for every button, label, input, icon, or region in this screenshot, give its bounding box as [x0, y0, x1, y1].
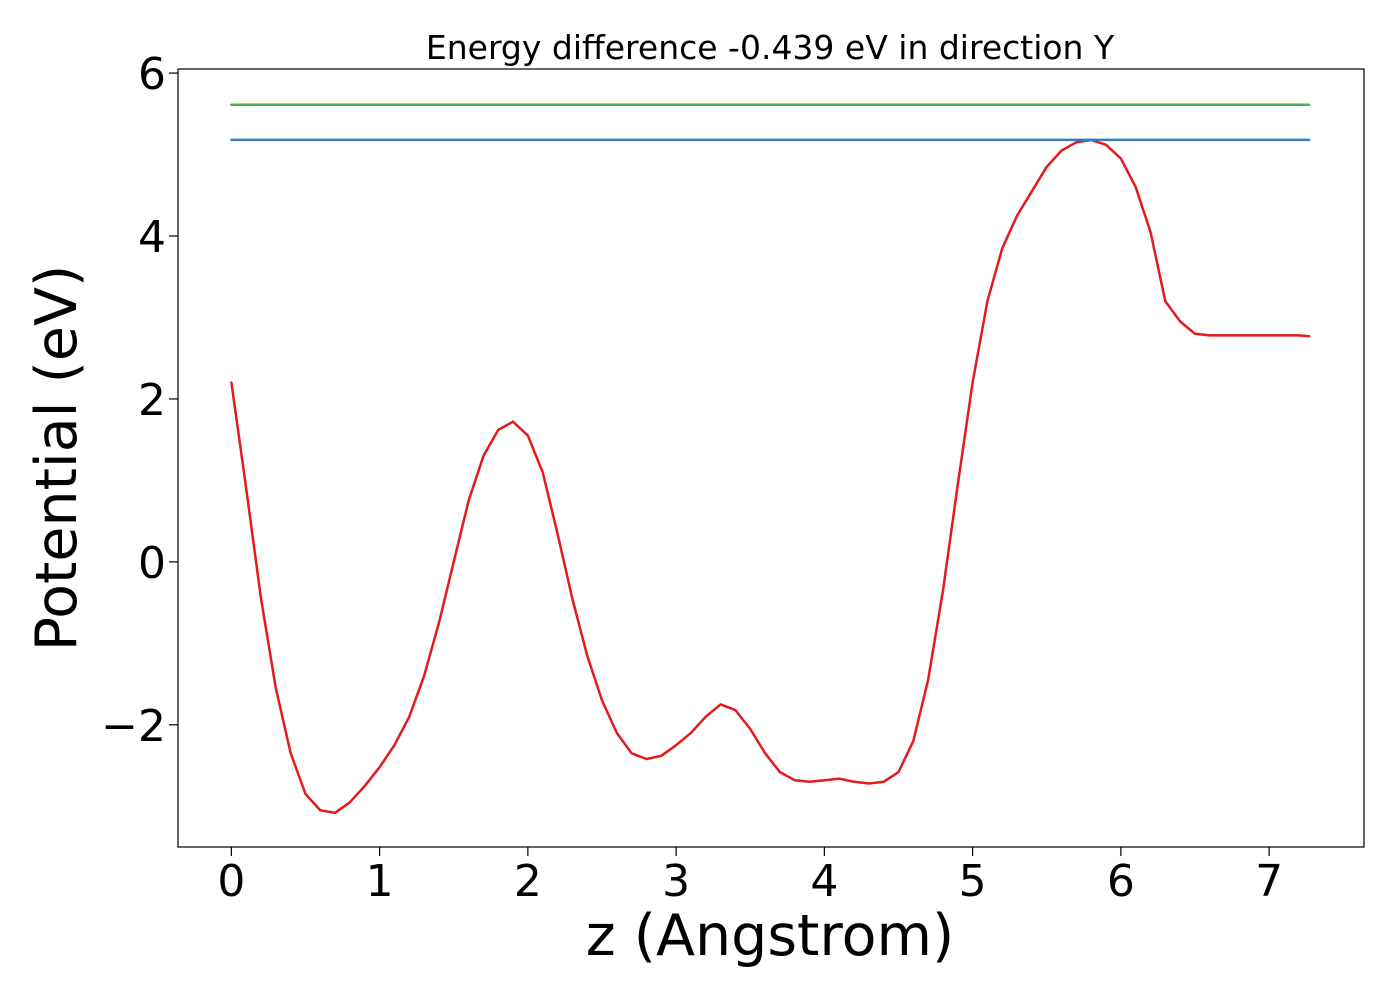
plot-frame	[177, 68, 1365, 848]
x-axis: 0 1 2 3 4 5 6 7	[217, 847, 1283, 907]
y-axis-label: Potential (eV)	[24, 265, 90, 651]
chart-title: Energy difference -0.439 eV in direction…	[426, 28, 1115, 67]
x-tick-label: 3	[662, 856, 690, 907]
x-tick-label: 1	[366, 856, 394, 907]
x-axis-label: z (Angstrom)	[586, 903, 954, 969]
x-tick-label: 0	[217, 856, 245, 907]
x-tick-label: 6	[1107, 856, 1135, 907]
x-tick-label: 2	[514, 856, 542, 907]
series-line-0	[230, 138, 1311, 815]
y-tick-label: −2	[101, 701, 166, 752]
y-tick-label: 4	[138, 212, 166, 263]
y-tick-label: 2	[138, 375, 166, 426]
y-tick-label: 0	[138, 538, 166, 589]
x-tick-label: 4	[810, 856, 838, 907]
y-axis: −2 0 2 4 6	[101, 49, 178, 752]
plot-series	[230, 103, 1311, 815]
x-tick-label: 7	[1255, 856, 1283, 907]
y-tick-label: 6	[138, 49, 166, 100]
x-tick-label: 5	[959, 856, 987, 907]
